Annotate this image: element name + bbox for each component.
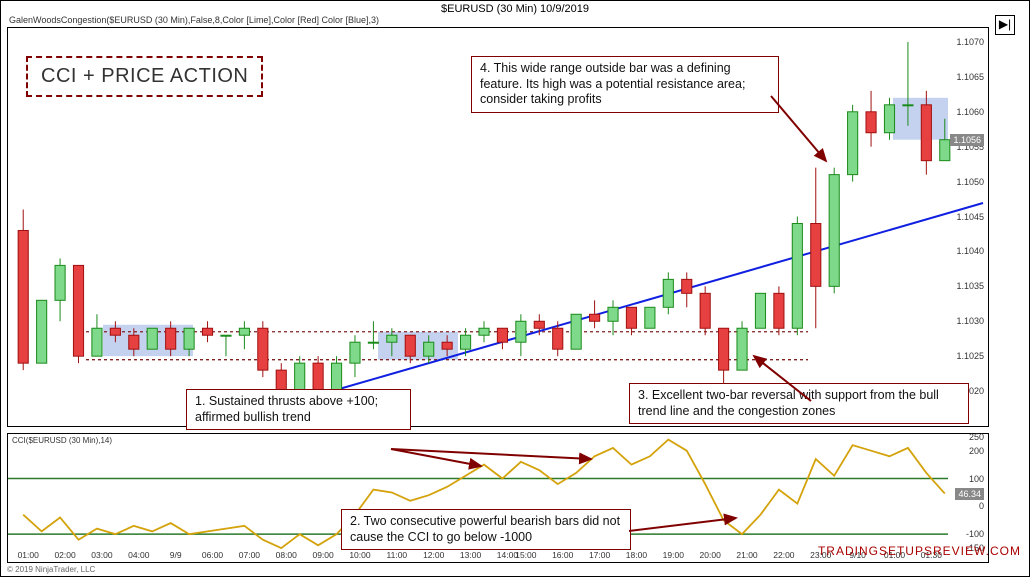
annotation-4: 4. This wide range outside bar was a def…	[471, 56, 779, 113]
indicator-label: GalenWoodsCongestion($EURUSD (30 Min),Fa…	[9, 15, 379, 25]
copyright: © 2019 NinjaTrader, LLC	[7, 565, 95, 574]
annotation-2: 2. Two consecutive powerful bearish bars…	[341, 509, 631, 550]
chart-title: $EURUSD (30 Min) 10/9/2019	[1, 3, 1029, 15]
play-icon[interactable]: ▶|	[995, 15, 1015, 35]
watermark: TRADINGSETUPSREVIEW.COM	[818, 544, 1021, 558]
annotation-1: 1. Sustained thrusts above +100; affirme…	[186, 389, 411, 430]
legend-box: CCI + PRICE ACTION	[26, 56, 263, 97]
cci-y-axis: -150-100010020025046.34	[946, 434, 986, 562]
chart-container: $EURUSD (30 Min) 10/9/2019 GalenWoodsCon…	[0, 0, 1030, 577]
price-y-axis: 1.10201.10251.10301.10351.10401.10451.10…	[946, 28, 986, 426]
annotation-3: 3. Excellent two-bar reversal with suppo…	[629, 383, 969, 424]
